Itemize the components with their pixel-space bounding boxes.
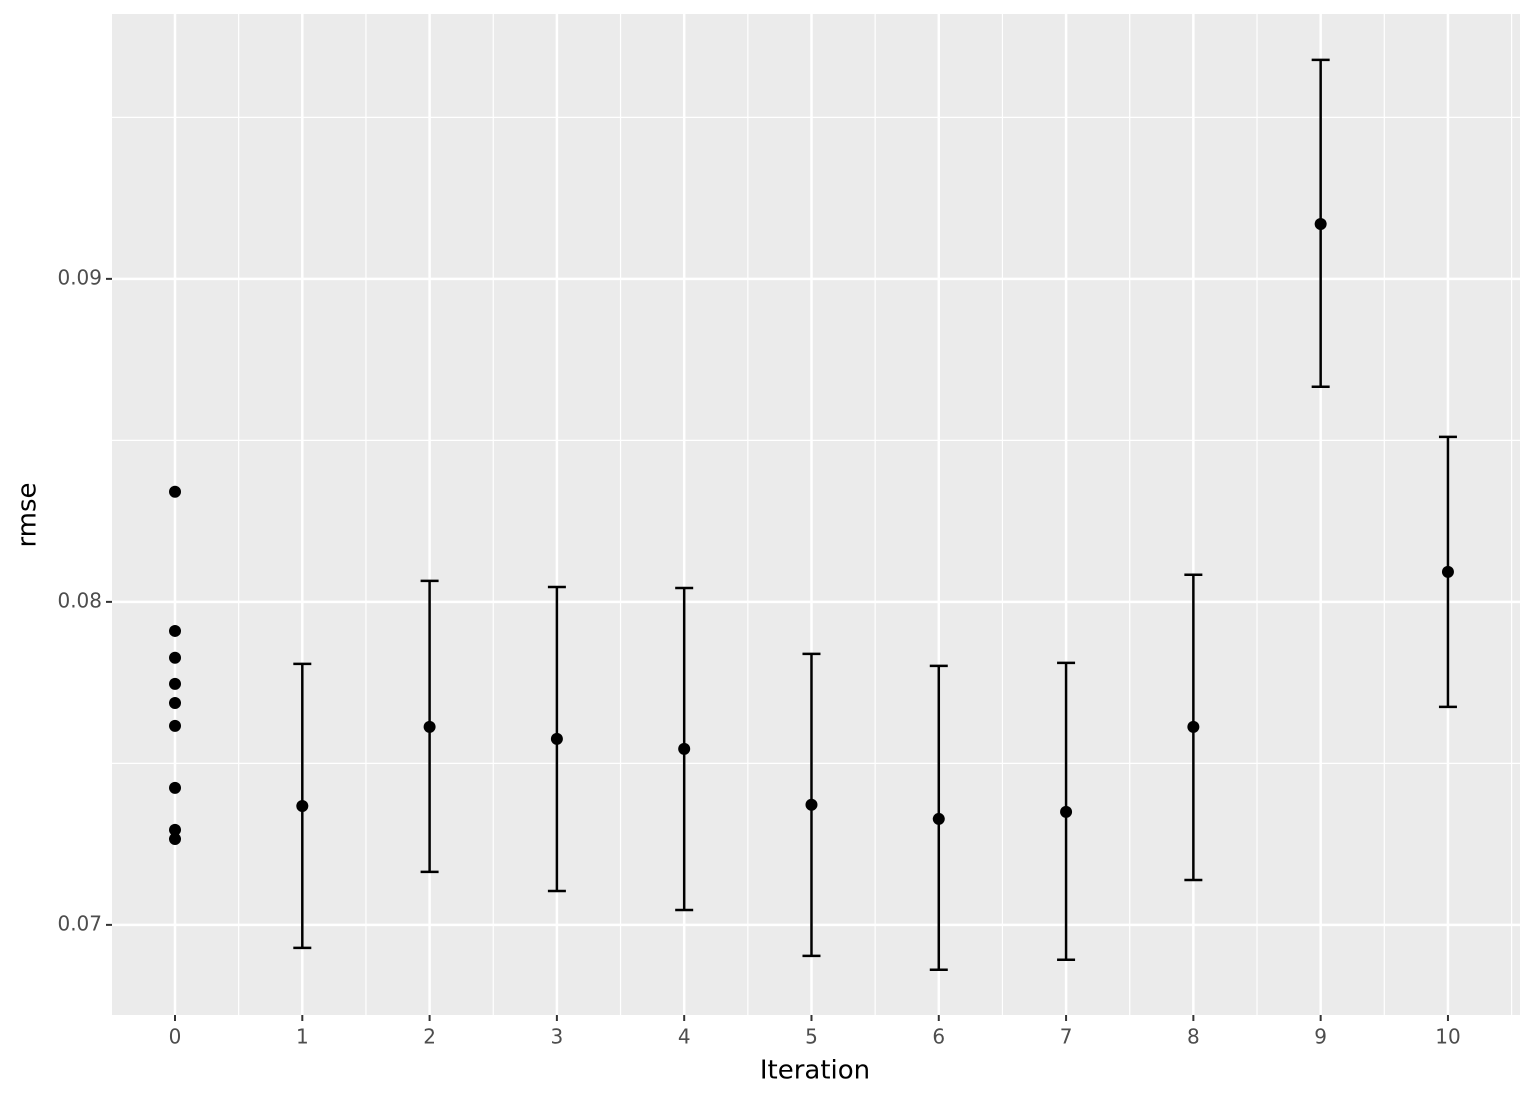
point: [296, 800, 309, 813]
point: [550, 732, 563, 745]
x-tick-label: 1: [296, 1025, 309, 1049]
point: [423, 720, 436, 733]
y-tick-label: 0.09: [57, 265, 102, 289]
point: [169, 719, 182, 732]
point: [169, 677, 182, 690]
y-tick-label: 0.07: [57, 911, 102, 935]
x-axis-title: Iteration: [760, 1056, 870, 1086]
y-axis-title: rmse: [13, 482, 43, 547]
point: [169, 781, 182, 794]
panel: [112, 14, 1520, 1015]
x-tick-label: 0: [169, 1025, 182, 1049]
point: [169, 651, 182, 664]
point: [169, 832, 182, 845]
x-tick-label: 7: [1060, 1025, 1073, 1049]
point: [1314, 217, 1327, 230]
x-tick-label: 4: [678, 1025, 691, 1049]
x-tick-label: 3: [551, 1025, 564, 1049]
point: [169, 485, 182, 498]
y-tick-label: 0.08: [57, 588, 102, 612]
point: [678, 742, 691, 755]
point: [1187, 720, 1200, 733]
x-tick-label: 8: [1187, 1025, 1200, 1049]
x-tick-label: 6: [932, 1025, 945, 1049]
x-tick-label: 10: [1435, 1025, 1460, 1049]
x-tick-label: 5: [805, 1025, 818, 1049]
point: [169, 624, 182, 637]
x-tick-label: 2: [423, 1025, 436, 1049]
point: [169, 823, 182, 836]
x-tick-label: 9: [1314, 1025, 1327, 1049]
point: [805, 798, 818, 811]
point: [1441, 565, 1454, 578]
point: [932, 812, 945, 825]
point: [1060, 805, 1073, 818]
point: [169, 696, 182, 709]
